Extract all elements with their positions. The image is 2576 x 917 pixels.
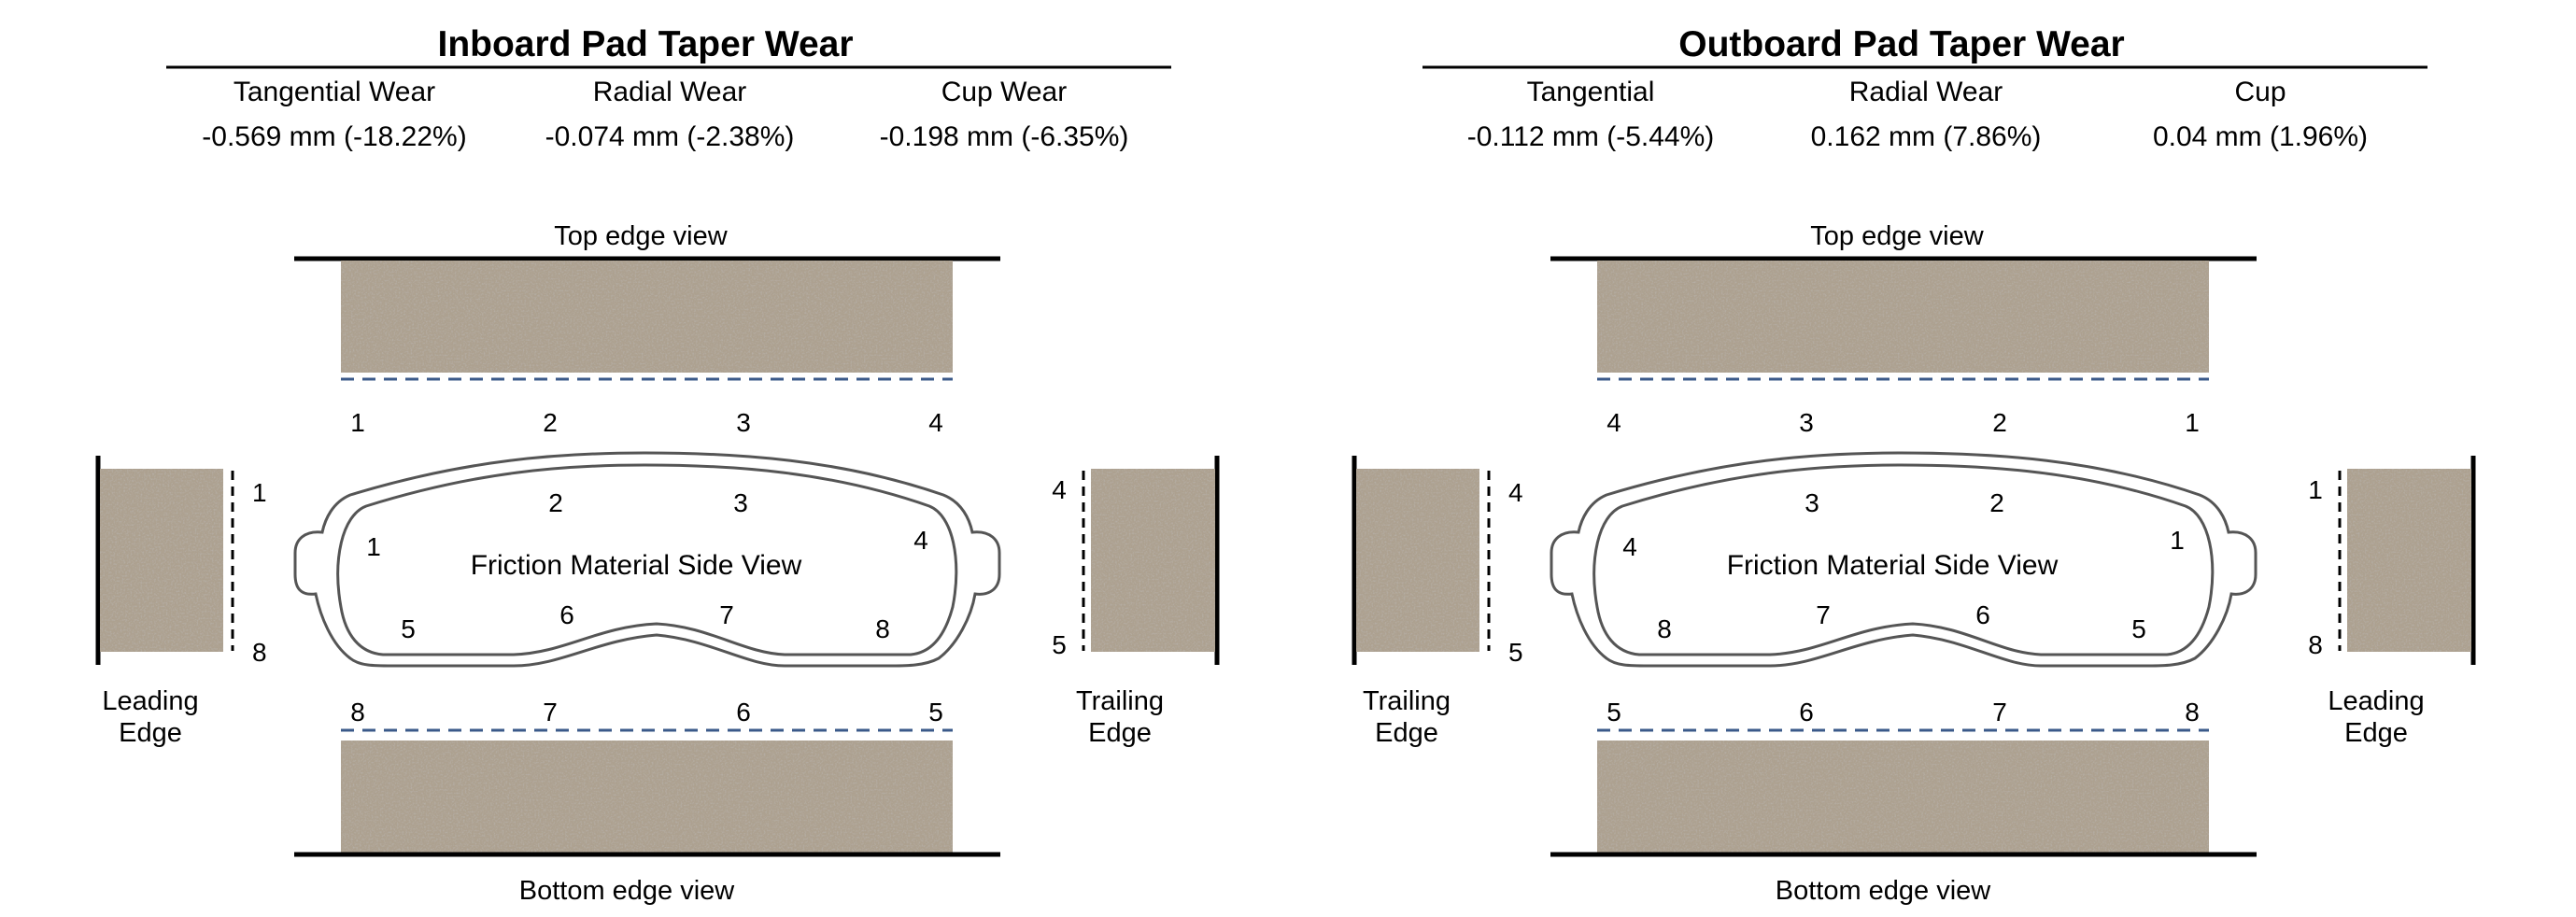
outboard-side-point-number: 4 (1622, 532, 1637, 561)
inboard-side-point-number: 7 (719, 600, 734, 629)
inboard-right-edge-top-number: 4 (1052, 475, 1067, 504)
outboard-right-edge-label: Leading (2328, 686, 2424, 716)
inboard-column-header: Tangential Wear (234, 77, 435, 107)
inboard-right-edge-bottom-number: 5 (1052, 630, 1067, 659)
outboard-side-point-number: 7 (1816, 600, 1831, 629)
inboard-right-edge-label-2: Edge (1088, 718, 1152, 748)
inboard-right-edge-label: Trailing (1076, 686, 1164, 716)
outboard-side-view-label: Friction Material Side View (1727, 550, 2059, 581)
inboard-left-edge-label-2: Edge (119, 718, 182, 748)
outboard-top-edge-material (1596, 260, 2210, 374)
outboard-column-header: Tangential (1527, 77, 1655, 107)
inboard-side-view-outer-outline (293, 451, 1001, 668)
outboard-top-point-number: 3 (1799, 408, 1814, 437)
inboard-left-edge-top-number: 1 (252, 478, 267, 507)
inboard-bottom-point-number: 6 (736, 698, 751, 727)
inboard-column-value: -0.569 mm (-18.22%) (202, 121, 466, 152)
inboard-column-value: -0.198 mm (-6.35%) (880, 121, 1129, 152)
outboard-side-point-number: 1 (2170, 526, 2185, 555)
inboard-side-point-number: 1 (366, 532, 381, 561)
outboard-column-header: Cup (2234, 77, 2286, 107)
inboard-side-view-inner-outline (336, 463, 958, 656)
outboard-right-edge-label-2: Edge (2344, 718, 2408, 748)
inboard-top-edge-material (340, 260, 954, 374)
inboard-side-point-number: 8 (875, 614, 890, 643)
inboard-left-edge-label: Leading (102, 686, 198, 716)
outboard-right-edge-top-number: 1 (2308, 475, 2323, 504)
inboard-column-value: -0.074 mm (-2.38%) (545, 121, 795, 152)
outboard-top-point-number: 4 (1606, 408, 1621, 437)
outboard-side-point-number: 3 (1805, 488, 1819, 517)
inboard-top-edge-view-label: Top edge view (554, 221, 728, 251)
inboard-column-header: Radial Wear (593, 77, 747, 107)
inboard-title: Inboard Pad Taper Wear (438, 24, 854, 64)
inboard-bottom-point-number: 7 (543, 698, 558, 727)
outboard-right-edge-bottom-number: 8 (2308, 630, 2323, 659)
inboard-left-edge-bottom-number: 8 (252, 638, 267, 667)
outboard-column-value: -0.112 mm (-5.44%) (1467, 121, 1715, 152)
outboard-bottom-edge-view-label: Bottom edge view (1776, 876, 1992, 906)
inboard-bottom-edge-material (340, 740, 954, 854)
outboard-panel: Outboard Pad Taper Wear Tangential -0.112 … (1352, 24, 2476, 906)
outboard-bottom-edge-material (1596, 740, 2210, 854)
outboard-top-point-number: 1 (2185, 408, 2200, 437)
outboard-bottom-point-number: 6 (1799, 698, 1814, 727)
outboard-left-edge-label-2: Edge (1375, 718, 1438, 748)
outboard-right-edge-material (2346, 468, 2472, 653)
inboard-bottom-edge-view-label: Bottom edge view (519, 876, 736, 906)
outboard-side-point-number: 6 (1975, 600, 1990, 629)
inboard-top-point-number: 3 (736, 408, 751, 437)
outboard-left-edge-bottom-number: 5 (1508, 638, 1523, 667)
outboard-top-point-number: 2 (1992, 408, 2007, 437)
inboard-top-point-number: 2 (543, 408, 558, 437)
inboard-top-point-number: 1 (350, 408, 365, 437)
outboard-left-edge-material (1355, 468, 1480, 653)
inboard-left-edge-material (99, 468, 224, 653)
outboard-top-edge-view-label: Top edge view (1810, 221, 1984, 251)
inboard-bottom-point-number: 5 (928, 698, 943, 727)
inboard-side-point-number: 5 (401, 614, 416, 643)
inboard-column-header: Cup Wear (941, 77, 1068, 107)
outboard-side-view-inner-outline (1592, 463, 2215, 656)
outboard-side-point-number: 8 (1657, 614, 1672, 643)
outboard-bottom-point-number: 5 (1606, 698, 1621, 727)
inboard-side-point-number: 6 (559, 600, 574, 629)
inboard-side-point-number: 4 (913, 526, 928, 555)
outboard-left-edge-top-number: 4 (1508, 478, 1523, 507)
inboard-bottom-point-number: 8 (350, 698, 365, 727)
outboard-column-value: 0.04 mm (1.96%) (2153, 121, 2368, 152)
outboard-bottom-point-number: 8 (2185, 698, 2200, 727)
outboard-column-value: 0.162 mm (7.86%) (1811, 121, 2042, 152)
outboard-side-point-number: 5 (2131, 614, 2146, 643)
outboard-bottom-point-number: 7 (1992, 698, 2007, 727)
inboard-top-point-number: 4 (928, 408, 943, 437)
outboard-title: Outboard Pad Taper Wear (1678, 24, 2124, 64)
outboard-column-header: Radial Wear (1849, 77, 2003, 107)
outboard-side-point-number: 2 (1989, 488, 2004, 517)
inboard-right-edge-material (1090, 468, 1216, 653)
inboard-side-view-label: Friction Material Side View (471, 550, 802, 581)
inboard-side-point-number: 3 (733, 488, 748, 517)
outboard-side-view-outer-outline (1550, 451, 2258, 668)
inboard-side-point-number: 2 (548, 488, 563, 517)
outboard-left-edge-label: Trailing (1363, 686, 1451, 716)
